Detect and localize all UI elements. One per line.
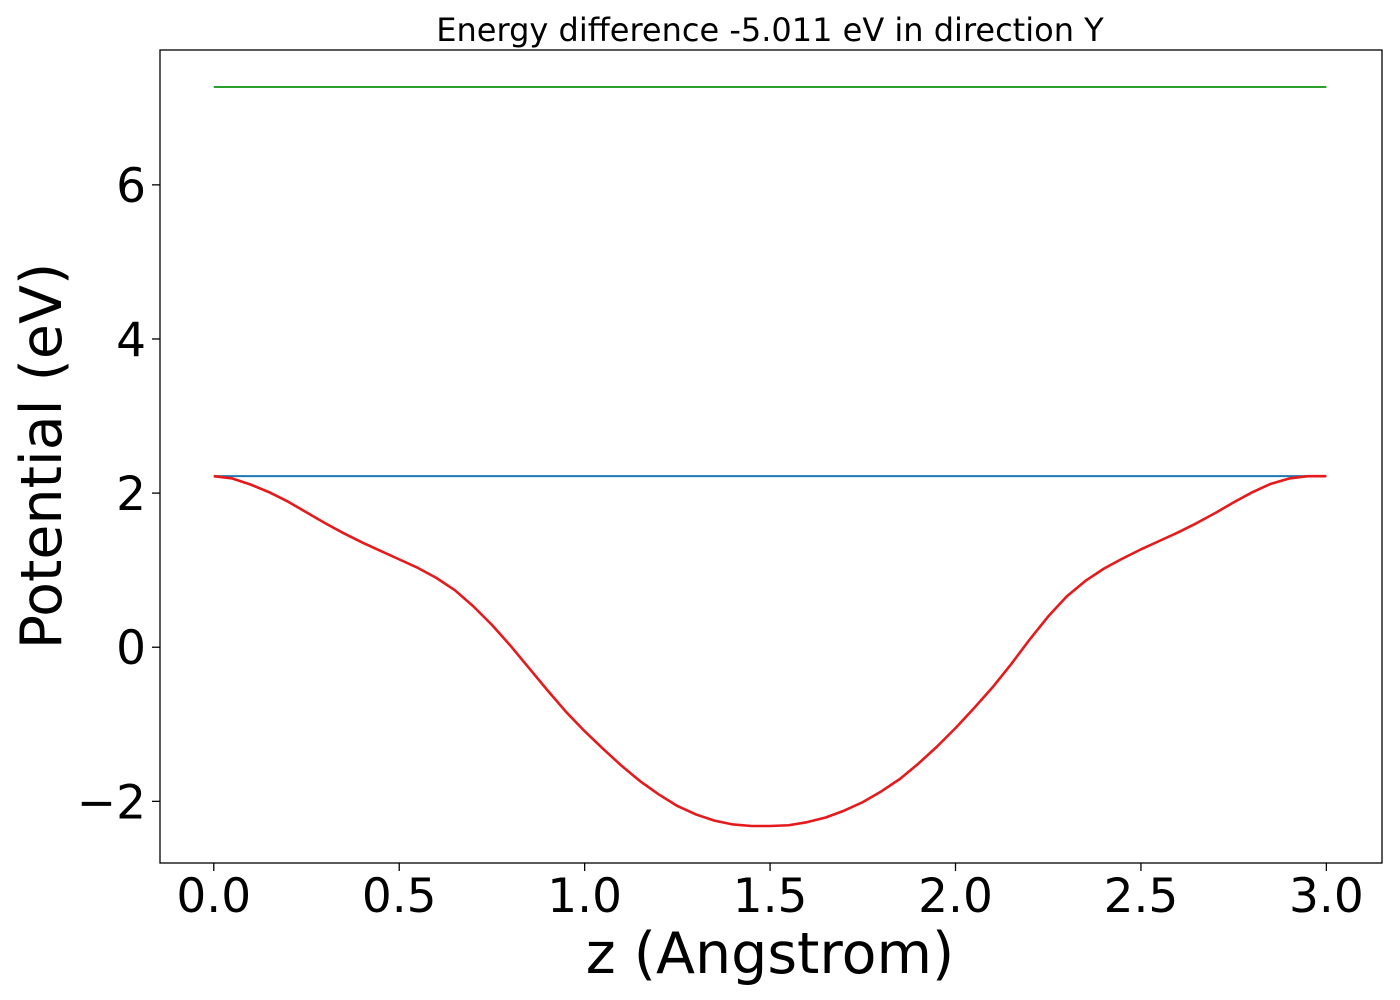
x-axis-ticks: 0.0 0.5 1.0 1.5 2.0 2.5 3.0 xyxy=(176,863,1364,924)
y-tick-label: 4 xyxy=(116,313,146,368)
x-tick-label: 1.0 xyxy=(547,869,622,924)
series-line-2 xyxy=(213,474,1327,828)
plot-frame xyxy=(159,49,1383,864)
x-tick-label: 3.0 xyxy=(1289,869,1364,924)
x-tick-label: 0.0 xyxy=(176,869,251,924)
chart-title: Energy difference -5.011 eV in direction… xyxy=(436,11,1104,49)
x-tick-label: 0.5 xyxy=(362,869,437,924)
y-axis-label: Potential (eV) xyxy=(9,263,75,649)
x-tick-label: 1.5 xyxy=(733,869,808,924)
y-tick-label: 2 xyxy=(116,467,146,522)
series-layer xyxy=(213,85,1327,828)
y-tick-label: −2 xyxy=(77,775,146,830)
y-tick-label: 6 xyxy=(116,159,146,214)
x-tick-label: 2.5 xyxy=(1104,869,1179,924)
x-axis-label: z (Angstrom) xyxy=(586,921,954,987)
x-tick-label: 2.0 xyxy=(918,869,993,924)
y-axis-ticks: −2 0 2 4 6 xyxy=(77,159,160,830)
y-tick-label: 0 xyxy=(116,621,146,676)
